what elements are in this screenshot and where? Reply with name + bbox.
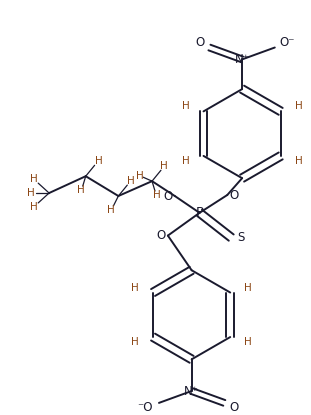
Text: O: O: [156, 229, 165, 242]
Text: H: H: [95, 156, 102, 166]
Text: H: H: [131, 283, 139, 293]
Text: H: H: [182, 156, 190, 166]
Text: P: P: [196, 206, 204, 220]
Text: O⁻: O⁻: [279, 36, 295, 49]
Text: H: H: [153, 190, 161, 200]
Text: H: H: [244, 337, 252, 347]
Text: H: H: [77, 185, 85, 195]
Text: O: O: [230, 401, 239, 414]
Text: H: H: [30, 174, 38, 184]
Text: H: H: [295, 101, 302, 111]
Text: O: O: [195, 36, 204, 49]
Text: H: H: [160, 161, 168, 171]
Text: H: H: [244, 283, 252, 293]
Text: O: O: [163, 190, 173, 203]
Text: N⁺: N⁺: [235, 53, 249, 66]
Text: H: H: [30, 202, 38, 212]
Text: N⁺: N⁺: [184, 385, 199, 398]
Text: H: H: [128, 176, 135, 186]
Text: S: S: [237, 231, 245, 244]
Text: H: H: [107, 205, 114, 215]
Text: H: H: [131, 337, 139, 347]
Text: H: H: [27, 188, 35, 198]
Text: H: H: [295, 156, 302, 166]
Text: H: H: [182, 101, 190, 111]
Text: ⁻O: ⁻O: [137, 401, 153, 414]
Text: H: H: [136, 171, 144, 181]
Text: O: O: [230, 188, 239, 202]
